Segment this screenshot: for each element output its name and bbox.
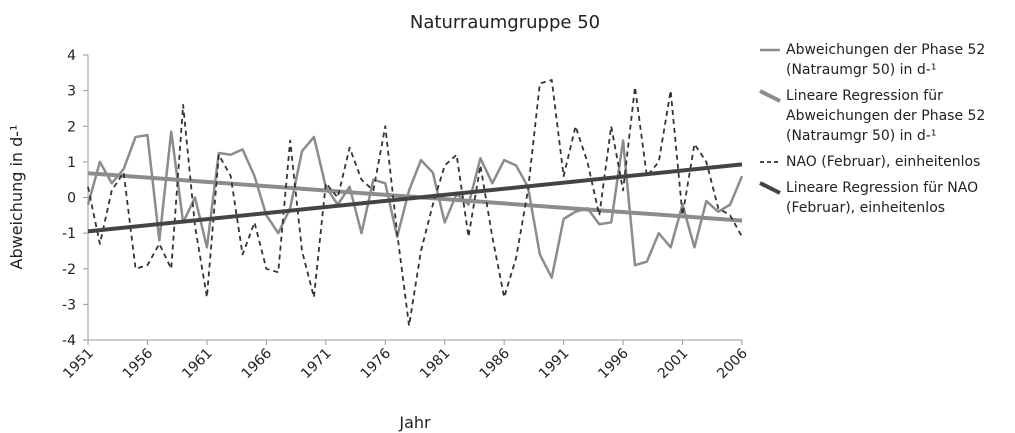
series-line	[87, 79, 743, 327]
y-tick-label: -4	[62, 333, 76, 349]
chart-title: Naturraumgruppe 50	[410, 12, 600, 33]
legend-entry: NAO (Februar), einheitenlos	[758, 152, 1008, 172]
legend-swatch	[759, 89, 781, 103]
y-axis-label: Abweichung in d-¹	[7, 125, 26, 270]
y-tick-label: 3	[67, 84, 76, 100]
x-tick-label: 1971	[298, 346, 335, 383]
legend-label: Abweichungen der Phase 52 (Natraumgr 50)…	[786, 42, 986, 78]
legend-label: Lineare Regression für NAO (Februar), ei…	[786, 180, 979, 216]
legend-line	[759, 181, 781, 195]
legend-label: Lineare Regression für Abweichungen der …	[786, 88, 986, 144]
y-tick-label: 2	[67, 119, 76, 135]
x-tick-label: 1996	[595, 345, 632, 382]
x-tick-label: 1966	[239, 345, 276, 382]
legend-label: NAO (Februar), einheitenlos	[786, 154, 981, 170]
x-tick-label: 1961	[179, 346, 216, 383]
legend-entry: Abweichungen der Phase 52 (Natraumgr 50)…	[758, 40, 1008, 80]
legend-line	[759, 89, 781, 103]
x-tick-label: 1981	[417, 346, 454, 383]
y-tick-label: -3	[62, 297, 76, 313]
legend-swatch	[759, 181, 781, 195]
x-tick-label: 1956	[120, 345, 157, 382]
legend-entry: Lineare Regression für NAO (Februar), ei…	[758, 178, 1008, 218]
legend-swatch	[760, 48, 780, 52]
x-tick-label: 2001	[655, 346, 692, 383]
y-tick-label: 4	[67, 48, 76, 64]
legend: Abweichungen der Phase 52 (Natraumgr 50)…	[758, 40, 1008, 224]
x-tick-label: 1976	[358, 345, 395, 382]
y-tick-label: 1	[67, 155, 76, 171]
x-tick-label: 1951	[60, 346, 97, 383]
legend-swatch	[760, 161, 780, 163]
y-tick-label: -1	[62, 226, 76, 242]
x-axis-label: Jahr	[398, 413, 431, 432]
x-tick-label: 1986	[476, 345, 513, 382]
y-tick-label: 0	[67, 191, 76, 207]
y-tick-label: -2	[62, 262, 76, 278]
series-line	[87, 162, 743, 234]
legend-entry: Lineare Regression für Abweichungen der …	[758, 86, 1008, 146]
x-tick-label: 1991	[536, 346, 573, 383]
x-tick-label: 2006	[714, 345, 751, 382]
series-line	[86, 130, 744, 279]
